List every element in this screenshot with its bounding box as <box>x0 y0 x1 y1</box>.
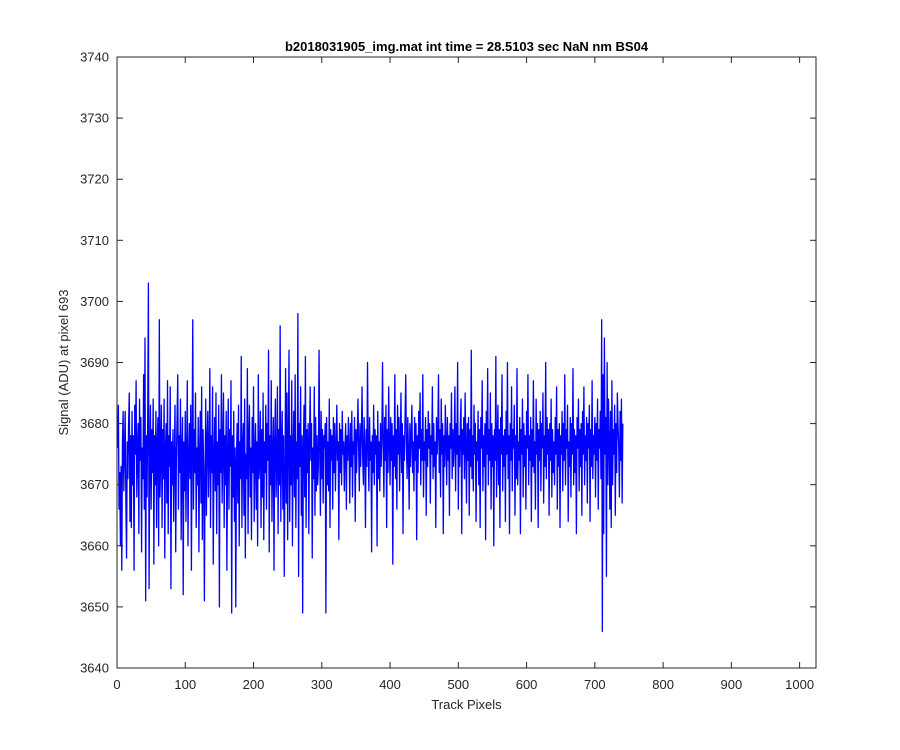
y-tick-label: 3740 <box>80 50 109 65</box>
x-axis-label: Track Pixels <box>431 697 502 712</box>
y-tick-label: 3710 <box>80 233 109 248</box>
y-tick-label: 3660 <box>80 538 109 553</box>
x-tick-label: 1000 <box>785 677 814 692</box>
x-axis-ticks: 0 100 200 300 400 500 600 700 800 900 1000 <box>113 57 814 692</box>
y-tick-label: 3690 <box>80 355 109 370</box>
x-tick-label: 400 <box>379 677 401 692</box>
x-tick-label: 700 <box>584 677 606 692</box>
y-axis-label: Signal (ADU) at pixel 693 <box>56 290 71 436</box>
y-tick-label: 3720 <box>80 172 109 187</box>
y-tick-label: 3670 <box>80 477 109 492</box>
y-tick-label: 3700 <box>80 294 109 309</box>
x-tick-label: 0 <box>113 677 120 692</box>
y-tick-label: 3680 <box>80 416 109 431</box>
y-axis-ticks: 3640 3650 3660 3670 3680 3690 3700 3710 3720 3730… <box>80 50 816 676</box>
x-tick-label: 300 <box>311 677 333 692</box>
x-tick-label: 500 <box>447 677 469 692</box>
x-tick-label: 100 <box>174 677 196 692</box>
series-line <box>117 282 624 632</box>
x-tick-label: 900 <box>721 677 743 692</box>
y-tick-label: 3640 <box>80 661 109 676</box>
plot-area <box>117 57 816 668</box>
x-tick-label: 600 <box>516 677 538 692</box>
x-tick-label: 800 <box>652 677 674 692</box>
x-tick-label: 200 <box>243 677 265 692</box>
y-tick-label: 3650 <box>80 599 109 614</box>
y-tick-label: 3730 <box>80 111 109 126</box>
chart-title: b2018031905_img.mat int time = 28.5103 s… <box>285 39 649 54</box>
